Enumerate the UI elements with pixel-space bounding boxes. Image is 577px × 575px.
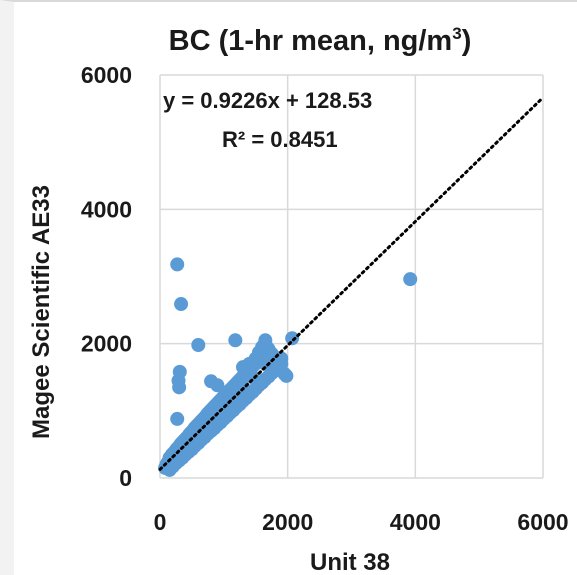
x-tick-label: 6000 (517, 509, 568, 535)
tick-labels: 0 2000 4000 6000 0 2000 4000 6000 (81, 62, 569, 535)
data-point (170, 411, 185, 426)
trendline-equation: y = 0.9226x + 128.53 (163, 88, 372, 113)
y-tick-label: 4000 (81, 196, 132, 222)
x-tick-label: 4000 (390, 509, 441, 535)
data-point (285, 331, 300, 346)
y-tick-label: 0 (119, 465, 132, 491)
r-squared-label: R² = 0.8451 (222, 127, 338, 152)
data-point (172, 447, 187, 462)
data-point (258, 333, 273, 348)
chart-title: BC (1-hr mean, ng/m3) (169, 24, 472, 57)
y-tick-label: 2000 (81, 331, 132, 357)
data-point (174, 297, 189, 312)
data-point (403, 272, 418, 287)
x-tick-label: 0 (154, 509, 167, 535)
data-point (245, 370, 260, 385)
data-point (170, 257, 185, 272)
data-point (210, 378, 225, 393)
data-point (279, 368, 294, 383)
x-axis-title: Unit 38 (310, 549, 390, 575)
x-tick-label: 2000 (262, 509, 313, 535)
data-point (191, 338, 206, 353)
data-point (172, 380, 187, 395)
trendline (158, 96, 545, 471)
y-axis-title: Magee Scientific AE33 (28, 185, 55, 439)
data-point (228, 333, 243, 348)
y-tick-label: 6000 (81, 62, 132, 88)
